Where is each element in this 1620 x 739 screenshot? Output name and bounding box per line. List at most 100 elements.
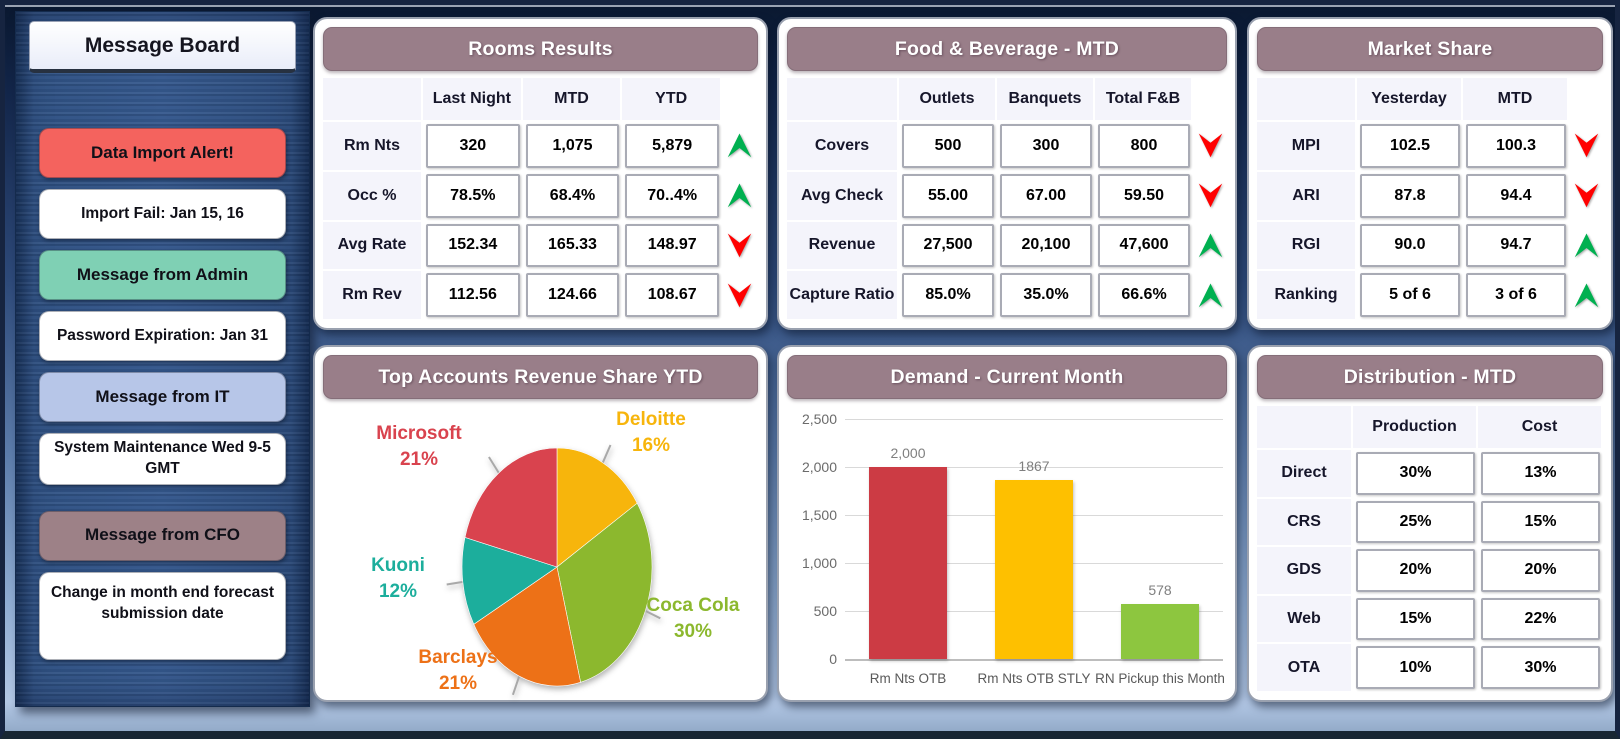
column-header-ytd: YTD (622, 78, 720, 120)
rooms-results-table: Last Night MTD YTD Rm Nts 320 1,075 5,879 Occ %… (323, 77, 758, 320)
cell-rgi-mtd: 94.7 (1466, 223, 1566, 268)
pie-callout-line (488, 456, 501, 475)
cell-mpi-yesterday: 102.5 (1360, 124, 1460, 168)
trend-up-icon (1193, 221, 1227, 271)
row-label-direct: Direct (1257, 450, 1351, 497)
cell-rm-nts-mtd: 1,075 (525, 124, 620, 168)
cell-avg-check-banquets: 67.00 (1000, 173, 1092, 218)
trend-down-icon (1193, 121, 1227, 171)
trend-up-icon (722, 121, 758, 171)
cell-web-production: 15% (1356, 597, 1475, 641)
cell-occ-mtd: 68.4% (525, 173, 620, 218)
message-message-from-it[interactable]: Message from IT (39, 372, 286, 422)
cell-ranking-yesterday: 5 of 6 (1360, 273, 1460, 317)
row-label-ota: OTA (1257, 644, 1351, 691)
gridline (845, 659, 1223, 661)
panel-market-share: Market Share Yesterday MTD MPI 102.5 100.3 AR… (1247, 17, 1613, 330)
message-system-maintenance-wed-9-5-gmt: System Maintenance Wed 9-5 GMT (39, 433, 286, 485)
market-share-table: Yesterday MTD MPI 102.5 100.3 ARI 87.8 94.4 RGI 9… (1257, 77, 1603, 320)
cell-rm-nts-ytd: 5,879 (625, 124, 719, 168)
row-label-capture-ratio: Capture Ratio (787, 271, 897, 319)
rooms-results-header: Rooms Results (323, 27, 758, 71)
panel-top-accounts: Top Accounts Revenue Share YTD Microsoft… (313, 345, 768, 702)
message-password-expiration-jan-31: Password Expiration: Jan 31 (39, 311, 286, 361)
cell-avg-check-outlets: 55.00 (902, 173, 994, 218)
pie-callout-line (601, 444, 612, 465)
row-label-rm-nts: Rm Nts (323, 122, 421, 170)
cell-web-cost: 22% (1481, 597, 1600, 641)
pie-chart-region: Microsoft 21% Deloitte 16% Coca Cola 30% Ku… (323, 405, 758, 696)
table-corner (1257, 406, 1351, 448)
panel-distribution: Distribution - MTD Production Cost Direct 3… (1247, 345, 1613, 702)
bar-value-label: 2,000 (890, 445, 926, 461)
pie-slice-barclays (473, 566, 581, 687)
cell-revenue-total-f-b: 47,600 (1098, 223, 1190, 268)
row-label-rm-rev: Rm Rev (323, 271, 421, 319)
pie-label-kuoni: Kuoni 12% (371, 555, 425, 602)
pie-label-coca-cola: Coca Cola 30% (646, 595, 740, 642)
row-label-gds: GDS (1257, 547, 1351, 594)
market-share-header: Market Share (1257, 27, 1603, 71)
cell-capture-ratio-banquets: 35.0% (1000, 273, 1092, 317)
trend-up-icon (1569, 270, 1603, 320)
bar-category-label: RN Pickup this Month (1095, 671, 1225, 686)
column-header-mtd: MTD (522, 78, 621, 120)
cell-crs-cost: 15% (1481, 500, 1600, 544)
cell-avg-rate-ytd: 148.97 (625, 223, 719, 268)
message-board-title: Message Board (29, 21, 296, 73)
message-message-from-cfo[interactable]: Message from CFO (39, 510, 286, 561)
trend-down-icon (722, 270, 758, 320)
cell-rm-rev-ytd: 108.67 (625, 273, 719, 317)
pie-slice-microsoft (464, 447, 558, 568)
row-label-rgi: RGI (1257, 221, 1355, 270)
column-header-last-night: Last Night (423, 78, 521, 120)
y-axis-tick: 2,500 (801, 411, 837, 427)
cell-mpi-mtd: 100.3 (1466, 124, 1566, 168)
trend-up-icon (722, 171, 758, 221)
message-board: Message Board Data Import Alert! Import F… (15, 11, 310, 707)
cell-occ-last-night: 78.5% (426, 173, 520, 218)
row-label-crs: CRS (1257, 498, 1351, 546)
pie-slice-coca-cola (556, 502, 653, 683)
cell-rm-nts-last-night: 320 (426, 124, 520, 168)
panel-rooms-results: Rooms Results Last Night MTD YTD Rm Nts 320 1… (313, 17, 768, 330)
cell-ari-mtd: 94.4 (1466, 173, 1566, 218)
cell-revenue-outlets: 27,500 (902, 223, 994, 268)
pie-callout-line (511, 674, 521, 696)
row-label-ari: ARI (1257, 171, 1355, 220)
gridline (845, 467, 1223, 468)
bar-chart-region: 2,500 2,000 1,500 1,000 500 0 2,000 Rm Nts OTB 1… (787, 405, 1227, 692)
cell-ari-yesterday: 87.8 (1360, 173, 1460, 218)
message-message-from-admin[interactable]: Message from Admin (39, 250, 286, 300)
row-label-mpi: MPI (1257, 122, 1355, 170)
message-data-import-alert[interactable]: Data Import Alert! (39, 128, 286, 178)
y-axis-tick: 2,000 (801, 459, 837, 475)
column-header-banquets: Banquets (997, 78, 1093, 120)
cell-gds-production: 20% (1356, 549, 1475, 592)
row-label-avg-check: Avg Check (787, 171, 897, 220)
column-header-production: Production (1353, 406, 1476, 448)
cell-covers-total-f-b: 800 (1098, 124, 1190, 168)
distribution-table: Production Cost Direct 30% 13% CRS 25% 15% GDS 20… (1257, 405, 1603, 692)
cell-rm-rev-mtd: 124.66 (525, 273, 620, 317)
cell-occ-ytd: 70..4% (625, 173, 719, 218)
bar-rn-pickup-this-month (1121, 603, 1199, 659)
food-beverage-header: Food & Beverage - MTD (787, 27, 1227, 71)
cell-rgi-yesterday: 90.0 (1360, 223, 1460, 268)
bar-category-label: Rm Nts OTB (869, 671, 947, 686)
pie-label-barclays: Barclays 21% (418, 647, 498, 694)
panel-demand: Demand - Current Month 2,500 2,000 1,500 1,… (777, 345, 1237, 702)
column-header-outlets: Outlets (899, 78, 995, 120)
message-change-in-month-end-forecast-submission-date: Change in month end forecast submission … (39, 571, 286, 660)
cell-crs-production: 25% (1356, 500, 1475, 544)
y-axis-tick: 500 (813, 603, 837, 619)
pie-slice-kuoni (461, 537, 558, 625)
trend-down-icon (1569, 171, 1603, 221)
cell-ota-production: 10% (1356, 646, 1475, 689)
cell-rm-rev-last-night: 112.56 (426, 273, 520, 317)
table-corner (323, 78, 421, 120)
bar-category-label: Rm Nts OTB STLY (977, 671, 1091, 686)
y-axis-tick: 1,500 (801, 507, 837, 523)
table-corner (787, 78, 897, 120)
pie-slice-deloitte (556, 447, 638, 568)
